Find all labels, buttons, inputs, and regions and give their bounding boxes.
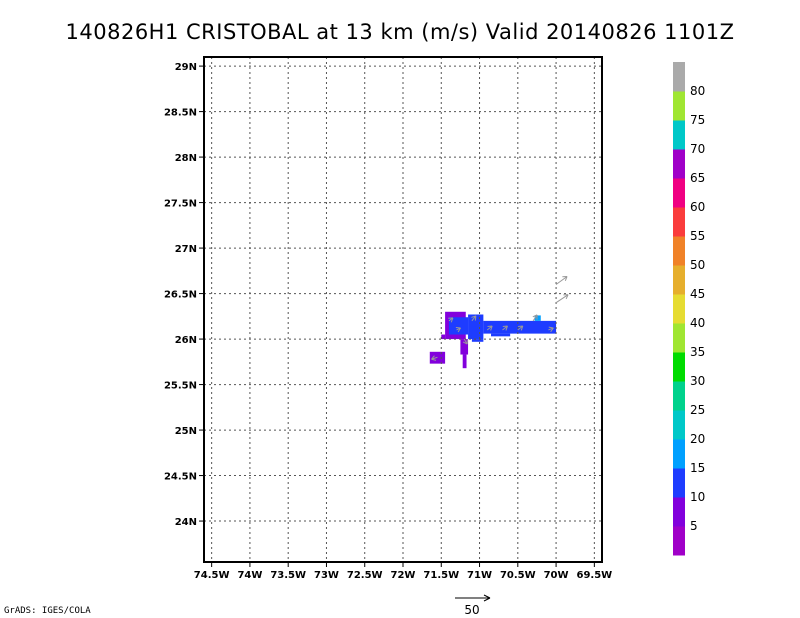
wind-vectors xyxy=(431,275,569,361)
y-tick-label: 29N xyxy=(175,62,197,73)
chart-title: 140826H1 CRISTOBAL at 13 km (m/s) Valid … xyxy=(66,20,735,44)
wind-vector xyxy=(455,327,462,333)
colorbar-swatch xyxy=(673,381,685,411)
heatmap-cell xyxy=(534,315,541,321)
heatmap-cell xyxy=(471,339,484,342)
colorbar-swatch xyxy=(673,178,685,208)
colorbar-label: 30 xyxy=(690,374,705,388)
colorbar-swatch xyxy=(673,410,685,440)
reference-vector-label: 50 xyxy=(464,603,479,617)
colorbar-label: 80 xyxy=(690,84,705,98)
wind-vector xyxy=(555,294,569,304)
wind-vector xyxy=(517,325,524,331)
y-tick-label: 28N xyxy=(175,153,197,164)
wind-vector xyxy=(462,338,468,345)
y-tick-label: 27.5N xyxy=(164,199,197,210)
grid-lines xyxy=(204,57,602,562)
x-tick-label: 73.5W xyxy=(270,570,306,581)
colorbar-swatch xyxy=(673,439,685,469)
x-tick-label: 71.5W xyxy=(423,570,459,581)
colorbar-label: 65 xyxy=(690,171,705,185)
colorbar-label: 20 xyxy=(690,432,705,446)
wind-vector xyxy=(532,314,538,322)
colorbar-swatch xyxy=(673,120,685,150)
x-tick-label: 71W xyxy=(467,570,492,581)
x-tick-label: 69.5W xyxy=(576,570,612,581)
wind-vector xyxy=(448,317,454,323)
heatmap-cells xyxy=(429,311,557,369)
colorbar-label: 60 xyxy=(690,200,705,214)
x-tick-label: 70.5W xyxy=(500,570,536,581)
y-tick-label: 27N xyxy=(175,244,197,255)
wind-vector xyxy=(555,275,568,285)
y-tick-label: 28.5N xyxy=(164,108,197,119)
heatmap-cell xyxy=(462,354,467,369)
heatmap-cell xyxy=(491,333,511,337)
colorbar: 5 10 15 20 25 30 35 40 45 50 55 60 65 70 75 80 xyxy=(673,62,705,556)
colorbar-swatch xyxy=(673,91,685,121)
wind-vector xyxy=(431,355,438,361)
heatmap-cell xyxy=(441,334,446,340)
colorbar-swatch xyxy=(673,149,685,179)
y-tick-label: 25.5N xyxy=(164,381,197,392)
colorbar-swatch xyxy=(673,352,685,382)
colorbar-label: 75 xyxy=(690,113,705,127)
y-tick-label: 26N xyxy=(175,335,197,346)
x-axis: 74.5W 74W 73.5W 73W 72.5W 72W 71.5W 71W 70.5W 70W… xyxy=(194,562,612,581)
colorbar-label: 15 xyxy=(690,461,705,475)
colorbar-swatch xyxy=(673,323,685,353)
colorbar-swatch xyxy=(673,294,685,324)
wind-vector xyxy=(486,325,493,331)
x-tick-label: 72W xyxy=(391,570,416,581)
credit-text: GrADS: IGES/COLA xyxy=(4,606,91,616)
x-tick-label: 74W xyxy=(237,570,262,581)
heatmap-cell xyxy=(460,339,469,355)
colorbar-label: 40 xyxy=(690,316,705,330)
colorbar-label: 55 xyxy=(690,229,705,243)
colorbar-swatch xyxy=(673,265,685,295)
y-tick-label: 24N xyxy=(175,517,197,528)
x-tick-label: 73W xyxy=(314,570,339,581)
reference-vector: 50 xyxy=(455,594,491,617)
colorbar-label: 50 xyxy=(690,258,705,272)
wind-vector xyxy=(471,315,477,322)
x-tick-label: 74.5W xyxy=(194,570,230,581)
wind-vector xyxy=(502,325,508,331)
colorbar-swatch xyxy=(673,497,685,527)
colorbar-label: 5 xyxy=(690,519,698,533)
colorbar-swatch xyxy=(673,207,685,237)
colorbar-label: 35 xyxy=(690,345,705,359)
wind-vector xyxy=(548,326,554,333)
heatmap-cell xyxy=(483,320,557,334)
colorbar-swatch xyxy=(673,236,685,266)
colorbar-swatch xyxy=(673,62,685,92)
heatmap-cell xyxy=(448,317,469,335)
y-tick-label: 26.5N xyxy=(164,290,197,301)
y-tick-label: 24.5N xyxy=(164,472,197,483)
colorbar-swatch xyxy=(673,468,685,498)
colorbar-label: 25 xyxy=(690,403,705,417)
x-tick-label: 70W xyxy=(544,570,569,581)
colorbar-label: 10 xyxy=(690,490,705,504)
colorbar-label: 45 xyxy=(690,287,705,301)
y-tick-label: 25N xyxy=(175,426,197,437)
colorbar-label: 70 xyxy=(690,142,705,156)
x-tick-label: 72.5W xyxy=(347,570,383,581)
colorbar-swatch xyxy=(673,526,685,556)
y-axis: 24N 24.5N 25N 25.5N 26N 26.5N 27N 27.5N 28N 28.5N… xyxy=(164,62,204,528)
